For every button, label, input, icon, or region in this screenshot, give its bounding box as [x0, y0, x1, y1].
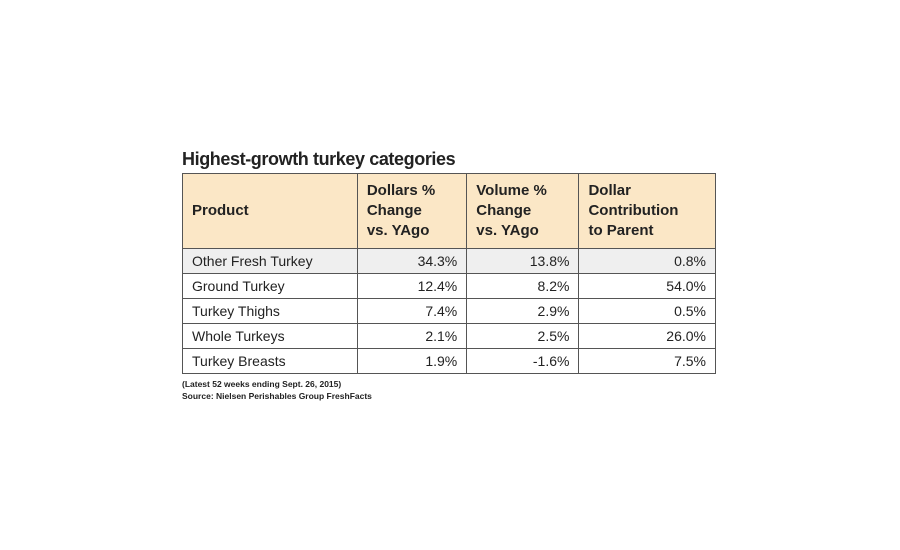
- data-table: Product Dollars % Change vs. YAgo Volume % Ch…: [182, 173, 716, 374]
- value-cell: 1.9%: [356, 348, 468, 374]
- header-line: Dollars %: [366, 182, 436, 199]
- value-cell: 54.0%: [578, 273, 716, 299]
- header-line: Dollar: [588, 182, 631, 199]
- product-cell: Turkey Thighs: [182, 298, 358, 324]
- value-cell: 0.5%: [578, 298, 716, 324]
- table-title: Highest-growth turkey categories: [182, 149, 456, 169]
- value-cell: -1.6%: [466, 348, 580, 374]
- header-line: Contribution: [588, 202, 679, 219]
- header-line: Change: [476, 202, 532, 219]
- value-cell: 7.5%: [578, 348, 716, 374]
- product-cell: Other Fresh Turkey: [182, 248, 358, 274]
- product-cell: Turkey Breasts: [182, 348, 358, 374]
- footnotes: (Latest 52 weeks ending Sept. 26, 2015) S…: [182, 378, 372, 402]
- table-row: Other Fresh Turkey 34.3% 13.8% 0.8%: [182, 248, 716, 274]
- table-row: Ground Turkey 12.4% 8.2% 54.0%: [182, 273, 716, 299]
- header-cell: Dollars % Change vs. YAgo: [356, 173, 468, 249]
- value-cell: 7.4%: [356, 298, 468, 324]
- header-cell: Volume % Change vs. YAgo: [466, 173, 580, 249]
- product-cell: Ground Turkey: [182, 273, 358, 299]
- value-cell: 34.3%: [356, 248, 468, 274]
- table-row: Turkey Thighs 7.4% 2.9% 0.5%: [182, 298, 716, 324]
- value-cell: 12.4%: [356, 273, 468, 299]
- header-row: Product Dollars % Change vs. YAgo Volume % Ch…: [182, 173, 716, 249]
- value-cell: 2.9%: [466, 298, 580, 324]
- value-cell: 26.0%: [578, 323, 716, 349]
- value-cell: 2.5%: [466, 323, 580, 349]
- value-cell: 8.2%: [466, 273, 580, 299]
- product-cell: Whole Turkeys: [182, 323, 358, 349]
- header-cell: Dollar Contribution to Parent: [578, 173, 716, 249]
- header-line: vs. YAgo: [366, 222, 430, 239]
- value-cell: 0.8%: [578, 248, 716, 274]
- table-row: Whole Turkeys 2.1% 2.5% 26.0%: [182, 323, 716, 349]
- header-line: Product: [192, 202, 249, 219]
- header-line: vs. YAgo: [476, 222, 539, 239]
- header-cell: Product: [182, 173, 358, 249]
- header-line: Volume %: [476, 182, 547, 199]
- table-row: Turkey Breasts 1.9% -1.6% 7.5%: [182, 348, 716, 374]
- footnote: Source: Nielsen Perishables Group FreshF…: [182, 391, 372, 401]
- value-cell: 2.1%: [356, 323, 468, 349]
- header-line: Change: [366, 202, 422, 219]
- footnote: (Latest 52 weeks ending Sept. 26, 2015): [182, 379, 342, 389]
- header-line: to Parent: [588, 222, 654, 239]
- value-cell: 13.8%: [466, 248, 580, 274]
